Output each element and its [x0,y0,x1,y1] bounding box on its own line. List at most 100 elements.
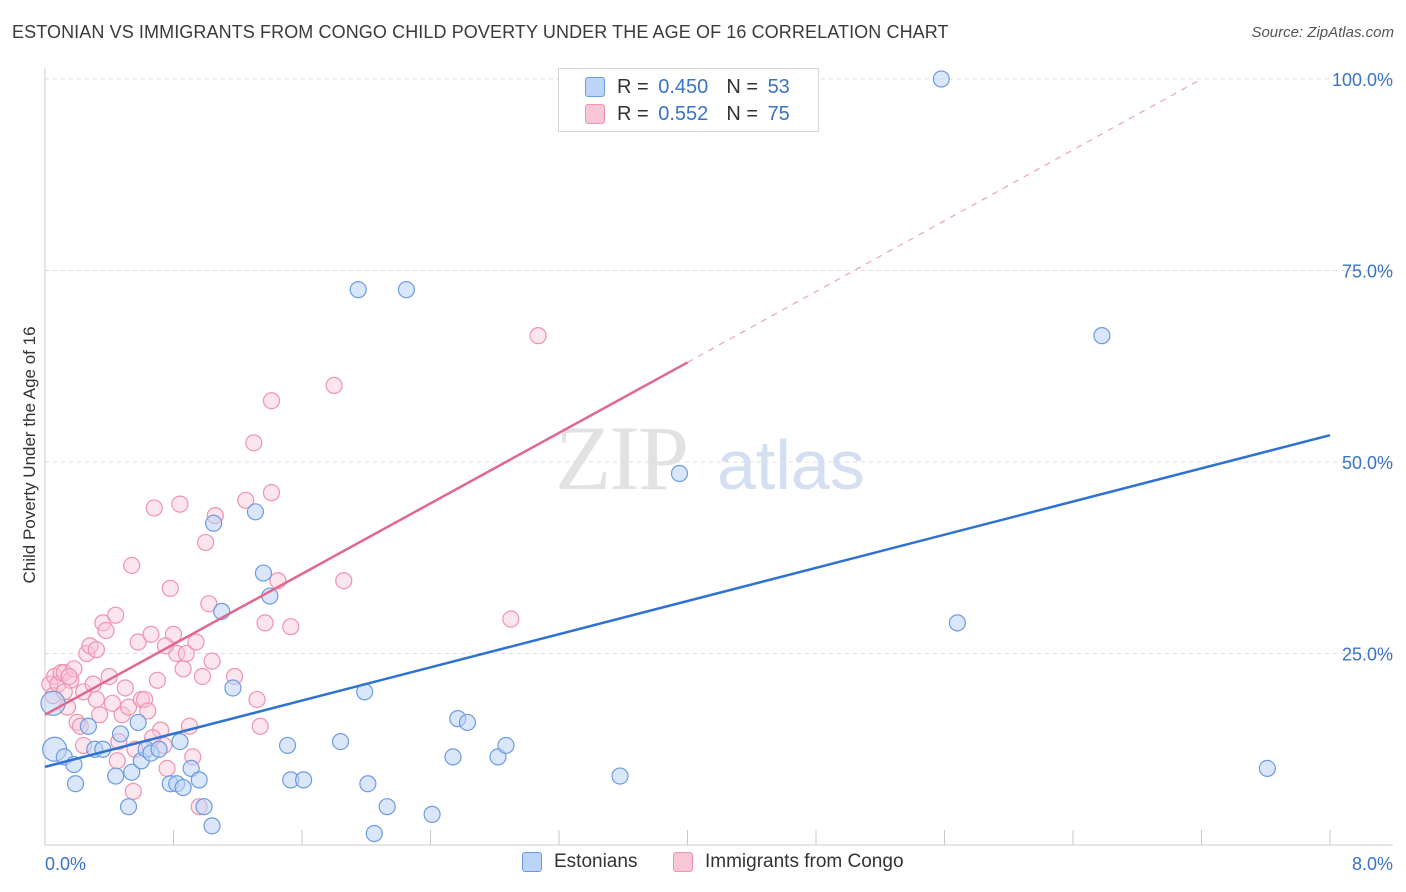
congo-point [256,614,274,632]
congo-point [107,606,125,624]
congo-point [161,579,179,597]
estonian-point [203,817,221,835]
congo-point [529,327,547,345]
congo-point [123,556,141,575]
legend-r-value: 0.552 [658,102,709,125]
congo-point [87,641,106,659]
x-tick-label: 0.0% [45,854,86,874]
series-legend-congo[interactable]: Immigrants from Congo [673,851,904,873]
estonian-point [1258,759,1276,778]
estonian-point [331,732,350,751]
legend-n-label: N = [726,75,758,98]
congo-point [200,595,218,613]
y-tick-label: 75.0% [1342,262,1393,282]
congo-point [116,679,134,697]
legend-row-estonians: R = 0.450 N = 53 [585,74,790,100]
watermark-atlas: atlas [717,426,865,504]
estonian-point [123,763,141,781]
estonian-point [948,614,966,632]
estonian-point [423,805,441,823]
estonian-point [278,736,297,755]
estonian-point [246,503,265,521]
congo-point [124,782,142,800]
estonian-point [932,70,950,88]
estonian-point [378,798,396,816]
legend-n-value: 53 [767,75,790,98]
estonian-point [670,464,689,483]
congo-trend-extension [687,78,1202,363]
congo-point [108,752,126,770]
y-tick-label: 50.0% [1342,453,1393,473]
congo-point [187,633,205,651]
estonian-point [79,717,97,735]
congo-trend-line [44,361,689,716]
chart-title: ESTONIAN VS IMMIGRANTS FROM CONGO CHILD … [12,22,949,42]
congo-point [87,690,106,709]
y-tick-label: 25.0% [1342,645,1393,665]
y-tick-label: 100.0% [1332,70,1393,90]
series-swatch-pink [673,852,693,872]
legend-r-label: R = [617,75,649,98]
congo-point [502,610,520,628]
estonian-point [365,824,383,843]
estonian-point [129,713,147,732]
congo-point [145,499,163,517]
congo-points [41,327,547,816]
congo-point [148,671,167,689]
congo-point [103,694,122,712]
estonian-point [458,713,477,732]
series-legend-estonians[interactable]: Estonians [522,851,637,873]
congo-point [142,625,160,643]
tick-labels: 25.0% 50.0% 75.0% 100.0% 0.0% 8.0% [45,70,1393,874]
estonian-point [150,740,168,758]
estonian-point [111,725,130,743]
series-label-congo: Immigrants from Congo [705,851,904,872]
estonian-point [611,767,629,785]
estonian-point [171,732,189,751]
trend-lines [44,78,1331,769]
congo-point [203,652,221,670]
estonian-point [224,679,242,697]
congo-point [245,434,263,452]
congo-point [60,667,78,686]
estonian-point [349,281,367,299]
estonian-point [254,564,273,582]
congo-point [262,392,281,410]
congo-point [139,702,157,720]
estonian-point [107,767,125,785]
congo-point [177,644,195,663]
x-tick-label: 8.0% [1352,854,1393,874]
legend-row-congo: R = 0.552 N = 75 [585,101,790,127]
congo-point [237,491,255,509]
congo-point [171,495,189,513]
legend-n-label: N = [726,102,758,125]
legend-n-value: 75 [767,102,790,125]
congo-point [335,572,353,590]
congo-point [129,633,147,651]
congo-point [119,698,138,716]
series-swatch-blue [522,852,542,872]
grid-lines [45,78,1393,654]
estonian-point [66,775,85,793]
congo-point [174,660,192,678]
estonian-trend-line [44,433,1331,769]
estonian-point [359,775,377,793]
congo-point [193,667,212,686]
axes [44,68,1393,846]
legend-r-label: R = [617,102,649,125]
estonian-point [190,771,208,789]
congo-point [282,618,300,636]
congo-point [158,759,176,778]
estonian-point [195,798,213,816]
congo-point [251,717,269,735]
congo-point [262,484,281,502]
estonian-points [40,70,1276,843]
legend-r-value: 0.450 [658,75,709,98]
estonian-point [174,778,192,797]
estonian-point [119,798,138,816]
congo-point [248,690,266,709]
estonian-point [497,736,515,755]
source-label: Source: ZipAtlas.com [1251,24,1394,41]
estonian-point [397,281,416,299]
